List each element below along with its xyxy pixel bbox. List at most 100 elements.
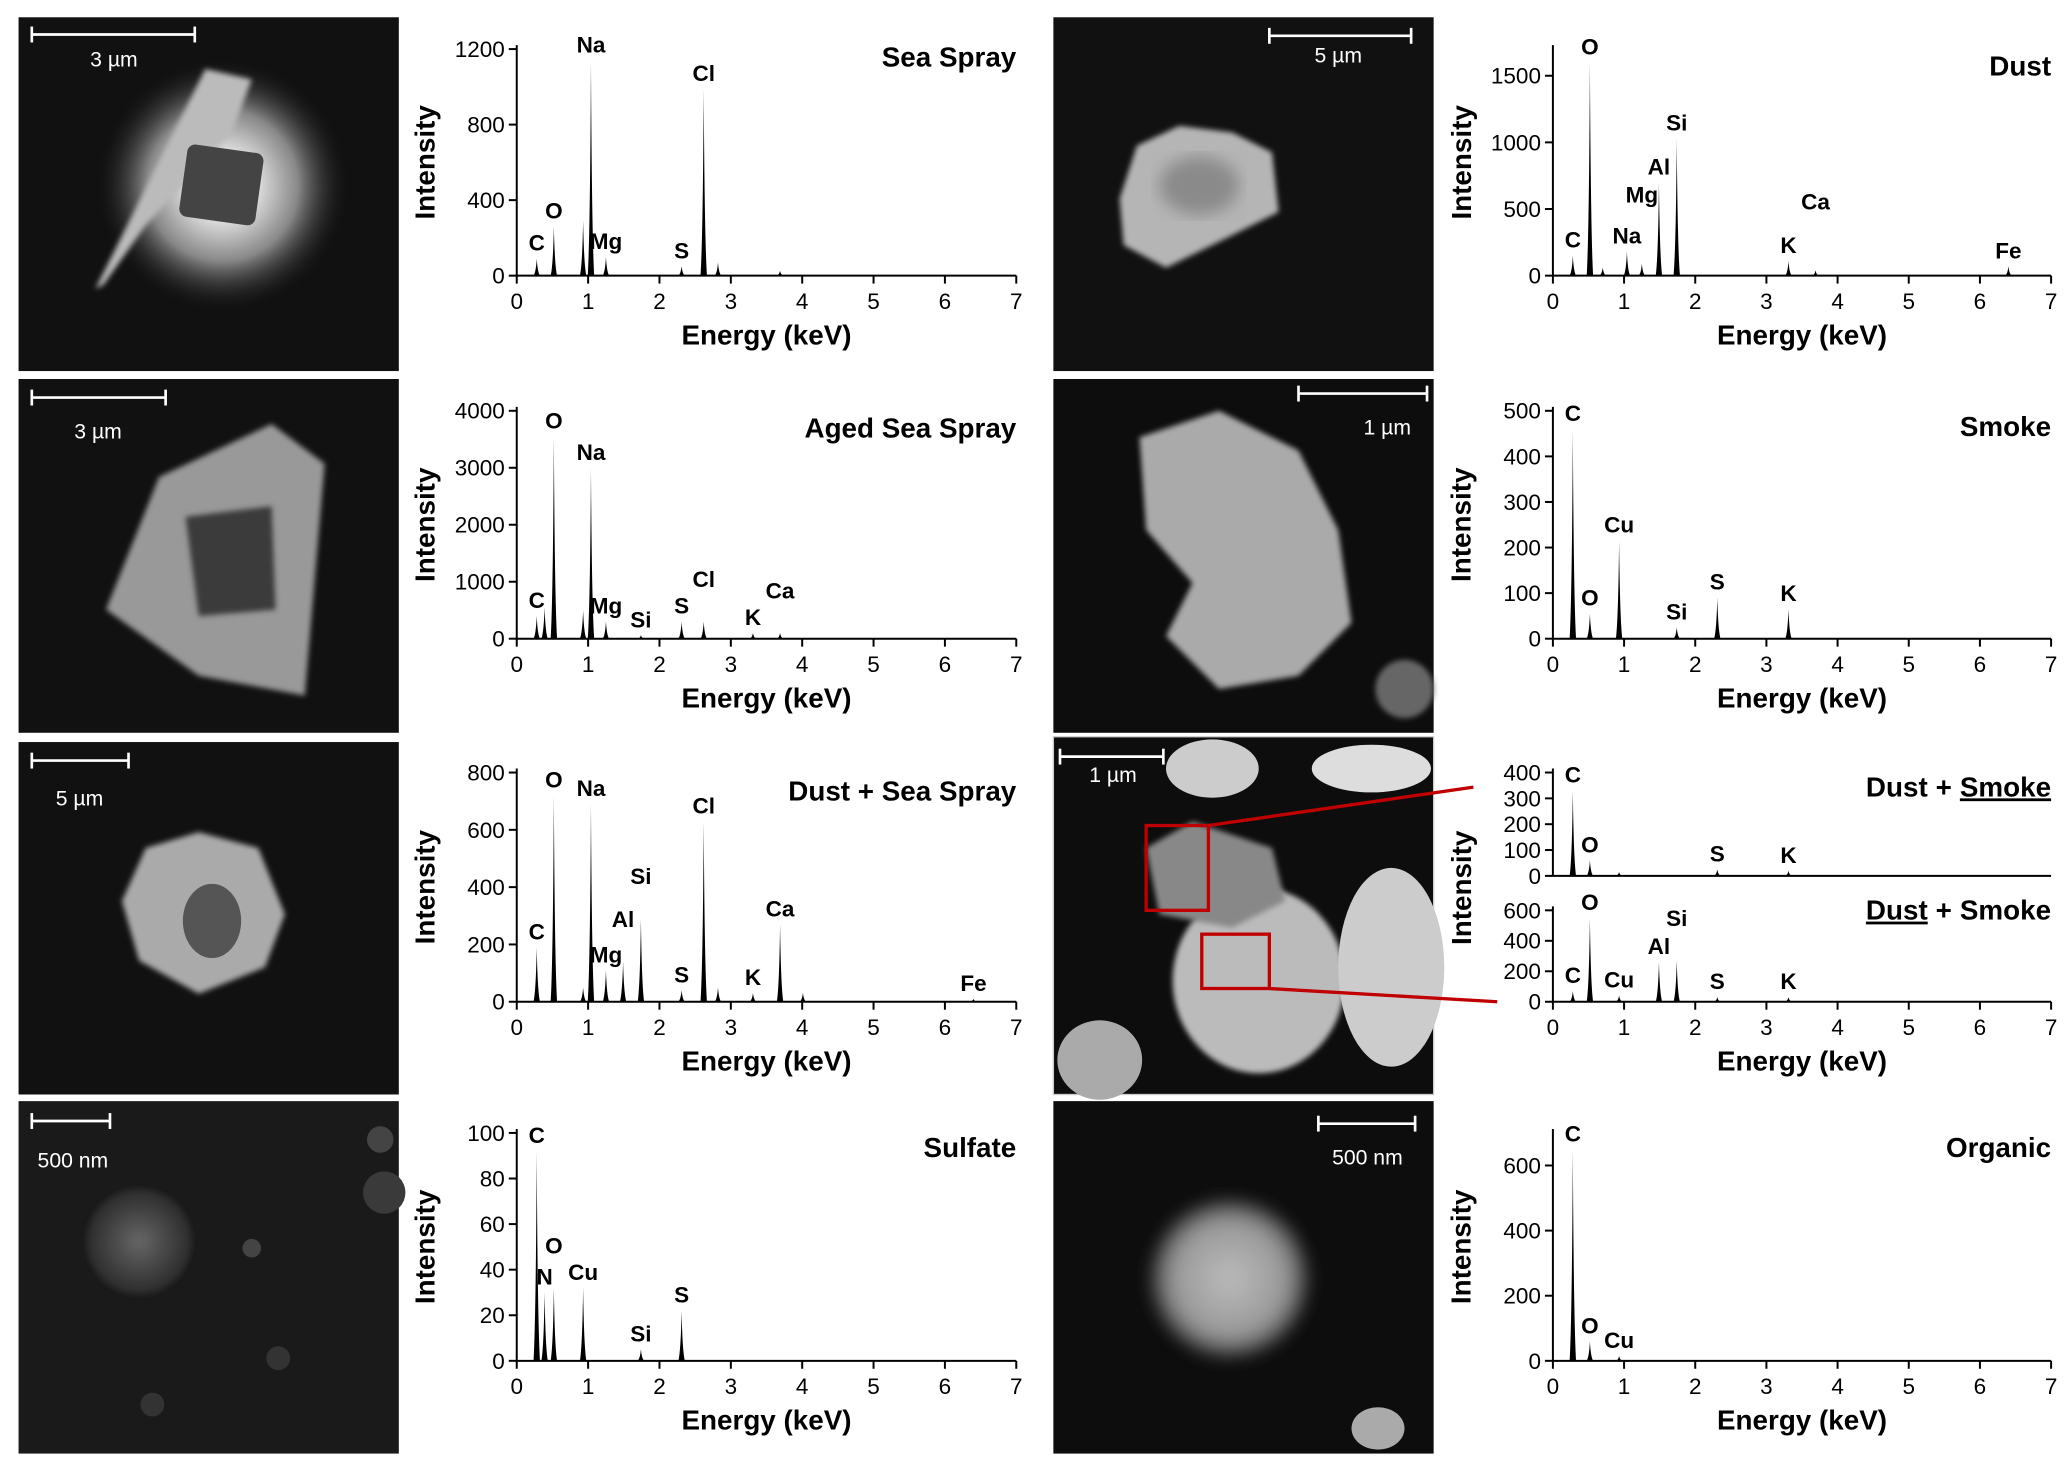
x-axis-label: Energy (keV) <box>681 320 851 351</box>
peak <box>799 993 807 1002</box>
y-axis-label: Intensity <box>1446 467 1477 582</box>
peak-label: Mg <box>590 942 623 967</box>
x-tick-label: 7 <box>1010 1374 1023 1399</box>
x-tick-label: 2 <box>1689 1015 1702 1040</box>
peak-label: Na <box>577 32 606 57</box>
x-tick-label: 7 <box>1010 289 1023 314</box>
scale-bar-label: 5 µm <box>1314 44 1362 67</box>
peak-label: C <box>529 1123 545 1148</box>
x-tick-label: 4 <box>1831 289 1844 314</box>
chart-title: Dust <box>1989 51 2051 82</box>
peak <box>550 436 558 639</box>
x-tick-label: 7 <box>2045 1374 2058 1399</box>
peak-label: Si <box>1666 599 1687 624</box>
y-axis-label: Intensity <box>1446 1189 1477 1304</box>
peak-label: Cu <box>1604 1328 1634 1353</box>
y-tick-label: 0 <box>1528 627 1541 652</box>
x-tick-label: 6 <box>939 1015 952 1040</box>
scale-bar-label: 3 µm <box>74 421 122 444</box>
x-tick-label: 0 <box>1547 1015 1560 1040</box>
y-tick-label: 400 <box>1503 1219 1541 1244</box>
y-tick-label: 1000 <box>1491 130 1541 155</box>
x-tick-label: 2 <box>1689 1374 1702 1399</box>
x-tick-label: 4 <box>796 652 809 677</box>
peak-label: Cl <box>692 61 715 86</box>
peak <box>714 987 722 1002</box>
peak <box>587 804 595 1002</box>
peak-label: Si <box>630 607 651 632</box>
peak-label: S <box>1710 841 1725 866</box>
peak-label: O <box>545 1233 563 1258</box>
y-tick-label: 1000 <box>455 570 505 595</box>
peak-label: Cl <box>692 567 715 592</box>
peak <box>776 270 784 276</box>
peak <box>1599 267 1606 276</box>
peak-label: Mg <box>590 229 623 254</box>
peak-label: Mg <box>1626 183 1659 208</box>
peak <box>1586 62 1594 276</box>
x-axis-label: Energy (keV) <box>1717 1405 1887 1436</box>
peak-label: Si <box>1666 110 1687 135</box>
peak <box>714 262 722 276</box>
peak-label: C <box>1565 763 1581 788</box>
x-tick-label: 1 <box>582 1015 595 1040</box>
peak-label: C <box>529 588 545 613</box>
peak <box>579 610 587 639</box>
y-axis-label: Intensity <box>410 105 441 220</box>
x-tick-label: 3 <box>1760 652 1773 677</box>
x-tick-label: 6 <box>1974 1015 1987 1040</box>
peak-label: Ca <box>1801 189 1830 214</box>
chart-title: Sea Spray <box>882 41 1017 72</box>
peak-label: Ca <box>766 896 795 921</box>
peak <box>541 607 548 639</box>
title-part: Smoke <box>1960 771 2051 802</box>
peak <box>1673 960 1680 1002</box>
peak <box>550 795 558 1002</box>
y-tick-label: 60 <box>480 1212 505 1237</box>
peak <box>2005 266 2012 276</box>
x-tick-label: 7 <box>2045 652 2058 677</box>
y-tick-label: 2000 <box>455 513 505 538</box>
peak-label: C <box>529 919 545 944</box>
peak <box>749 633 757 639</box>
peak <box>1785 870 1792 876</box>
peak <box>550 1287 558 1361</box>
y-tick-label: 600 <box>467 818 505 843</box>
micrograph: 5 µm <box>18 742 399 1095</box>
peak <box>1569 1149 1577 1361</box>
peak-label: S <box>1710 969 1725 994</box>
peak <box>533 1151 540 1361</box>
x-tick-label: 3 <box>725 652 738 677</box>
scale-bar-label: 5 µm <box>56 788 104 811</box>
x-tick-label: 7 <box>1010 652 1023 677</box>
x-tick-label: 3 <box>725 1374 738 1399</box>
peak <box>637 918 645 1002</box>
chart-title: Dust + Smoke <box>1866 895 2051 926</box>
peak <box>1785 260 1792 276</box>
x-axis-label: Energy (keV) <box>1717 320 1887 351</box>
peak <box>579 1287 587 1361</box>
peak-label: Cu <box>568 1260 598 1285</box>
peak-label: K <box>1780 233 1797 258</box>
x-tick-label: 3 <box>1760 1015 1773 1040</box>
title-part: + <box>1936 895 1952 926</box>
y-tick-label: 0 <box>1528 1349 1541 1374</box>
y-tick-label: 0 <box>1528 990 1541 1015</box>
peak <box>1673 627 1680 639</box>
peak <box>678 266 685 276</box>
x-tick-label: 4 <box>1831 1015 1844 1040</box>
y-tick-label: 800 <box>467 760 505 785</box>
scale-bar-label: 1 µm <box>1089 764 1137 787</box>
x-tick-label: 4 <box>1831 652 1844 677</box>
peak <box>1586 917 1594 1002</box>
chart-title: Dust + Sea Spray <box>788 775 1017 806</box>
y-tick-label: 0 <box>1528 264 1541 289</box>
x-axis-label: Energy (keV) <box>1717 683 1887 714</box>
peak <box>1673 138 1680 276</box>
peak <box>1785 997 1792 1002</box>
peak-label: O <box>545 199 563 224</box>
peak <box>749 993 757 1002</box>
peak <box>533 615 540 639</box>
peak-label: Ca <box>766 579 795 604</box>
x-tick-label: 5 <box>867 1015 880 1040</box>
